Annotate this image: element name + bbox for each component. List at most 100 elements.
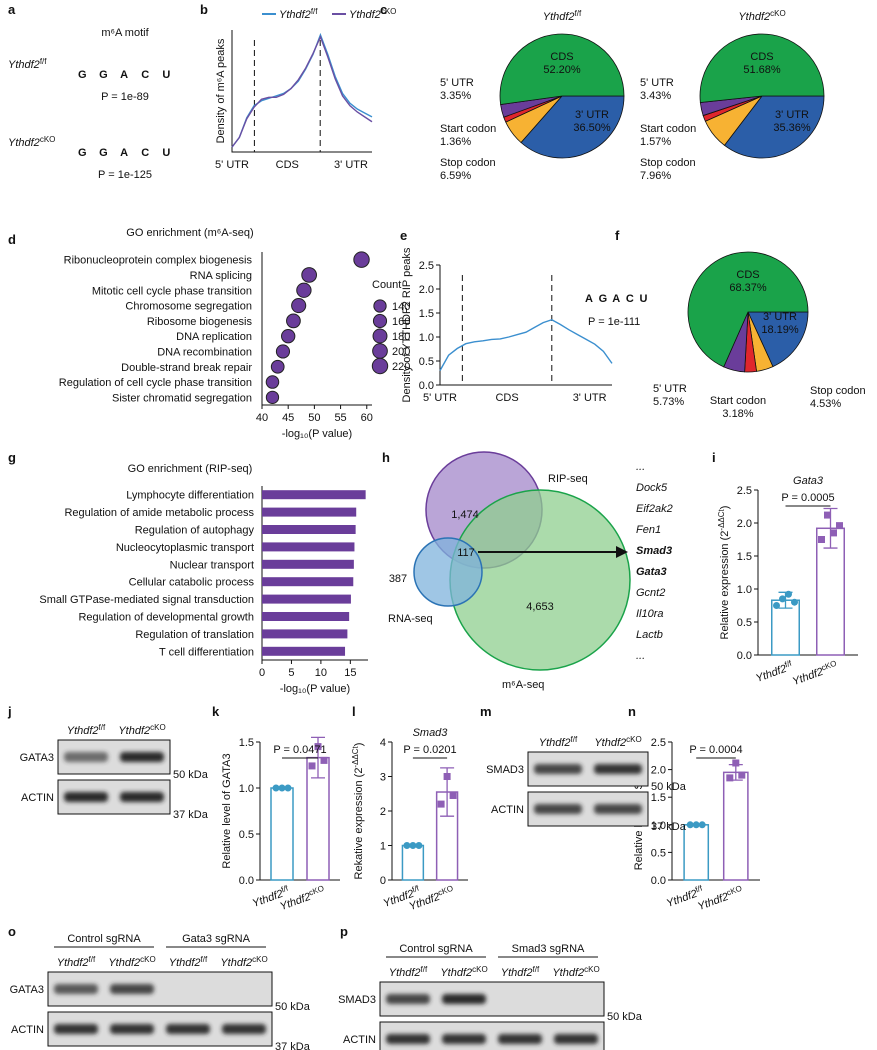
point <box>738 771 746 779</box>
y-tick-label: 2.0 <box>419 284 434 296</box>
region-label: 5' UTR <box>215 159 249 171</box>
motif-letter: U <box>162 147 170 159</box>
pie-slice <box>723 95 825 159</box>
y-tick-label: 2.5 <box>737 485 752 497</box>
point <box>314 743 322 751</box>
gene: Ythdf2 <box>8 137 40 149</box>
lane-label: Ythdf2f/f <box>67 723 106 737</box>
y-axis-label: Rekative expression (2-ΔΔCt) <box>351 743 365 880</box>
y-tick-label: 1.5 <box>239 737 254 749</box>
gene-name: Eif2ak2 <box>636 503 673 515</box>
gene: Ythdf2 <box>665 888 699 910</box>
category-label: Mitotic cell cycle phase transition <box>92 285 252 297</box>
x-axis-label: -log₁₀(P value) <box>282 428 352 440</box>
category-label: Sister chromatid segregation <box>112 392 252 404</box>
region-label: 3' UTR <box>334 159 368 171</box>
superscript: cKO <box>820 659 838 673</box>
superscript: f/f <box>575 9 582 18</box>
superscript: cKO <box>381 7 397 16</box>
legend-dot <box>372 328 388 344</box>
y-tick-label: 1.0 <box>239 783 254 795</box>
superscript: cKO <box>140 955 156 964</box>
p-value: P = 0.0201 <box>403 744 456 756</box>
region-label: 3' UTR <box>573 392 607 404</box>
motif-letter: U <box>640 293 648 305</box>
band <box>110 984 154 994</box>
gene: Ythdf2 <box>501 967 533 979</box>
gene: Ythdf2 <box>279 9 311 21</box>
gene: Ythdf2 <box>108 957 140 969</box>
x-tick-label: 5 <box>288 667 294 679</box>
band <box>594 804 642 814</box>
pie-value: 7.96% <box>640 170 671 182</box>
gene: Ythdf2 <box>389 967 421 979</box>
y-label-end: ) <box>353 743 365 747</box>
panel-label: p <box>340 924 348 939</box>
panel-label: l <box>352 704 356 719</box>
size-marker: 50 kDa <box>275 1001 311 1013</box>
panel-label: n <box>628 704 636 719</box>
y-tick-label: 2 <box>380 806 386 818</box>
pie-value: 3.43% <box>640 90 671 102</box>
band <box>498 1034 542 1044</box>
dot <box>265 390 280 405</box>
point <box>320 756 328 764</box>
pie-category: 5' UTR <box>640 77 674 89</box>
pie-slice <box>687 251 809 368</box>
point <box>824 511 831 519</box>
point <box>443 773 451 780</box>
point <box>437 800 445 808</box>
pie-category: 3' UTR <box>575 109 609 121</box>
size-marker: 50 kDa <box>607 1011 643 1023</box>
x-tick-label: 50 <box>308 412 320 424</box>
point <box>415 842 423 849</box>
band <box>54 984 98 994</box>
gene: Ythdf2 <box>118 725 150 737</box>
genotype-label: Ythdf2f/f <box>8 57 47 71</box>
gene-name: Fen1 <box>636 524 661 536</box>
dot <box>301 267 317 283</box>
motif-letter: A <box>585 293 593 305</box>
category-label: Cellular catabolic process <box>129 577 255 589</box>
legend-label: 160 <box>392 316 410 328</box>
point <box>830 529 837 537</box>
gene: Ythdf2 <box>169 957 201 969</box>
motif-title: m⁶A motif <box>101 27 149 39</box>
y-tick-label: 0 <box>380 875 386 887</box>
band <box>534 804 582 814</box>
arrow-head <box>616 546 628 558</box>
size-marker: 50 kDa <box>173 769 209 781</box>
chart-title: Gata3 <box>793 475 824 487</box>
band <box>166 1024 210 1034</box>
x-tick-label: 40 <box>256 412 268 424</box>
dot <box>270 359 285 374</box>
panel-label: k <box>212 704 220 719</box>
venn-count: 4,653 <box>526 601 554 613</box>
gene: Ythdf2 <box>738 11 770 23</box>
category-label: DNA recombination <box>157 346 252 358</box>
bar <box>262 577 354 587</box>
band <box>110 1024 154 1034</box>
bar <box>262 612 350 621</box>
bar <box>816 527 845 656</box>
superscript: cKO <box>626 735 642 744</box>
point <box>272 784 280 792</box>
band <box>222 1024 266 1034</box>
gene-name: Il10ra <box>636 608 664 620</box>
gene-name: Dock5 <box>636 482 668 494</box>
pie-category: Stop codon <box>640 157 696 169</box>
pie-title: Ythdf2f/f <box>543 9 582 23</box>
bar <box>722 771 749 881</box>
gene: Ythdf2 <box>543 11 575 23</box>
x-tick-label: 60 <box>361 412 373 424</box>
point <box>773 602 780 609</box>
motif-letter: G <box>99 147 108 159</box>
legend-dot <box>372 313 388 329</box>
band <box>64 752 108 762</box>
lane-label: Ythdf2f/f <box>389 965 428 979</box>
legend-label: Ythdf2f/f <box>279 7 318 21</box>
pie-category: Start codon <box>640 123 696 135</box>
density-line <box>231 32 373 148</box>
venn-count: 387 <box>389 573 407 585</box>
